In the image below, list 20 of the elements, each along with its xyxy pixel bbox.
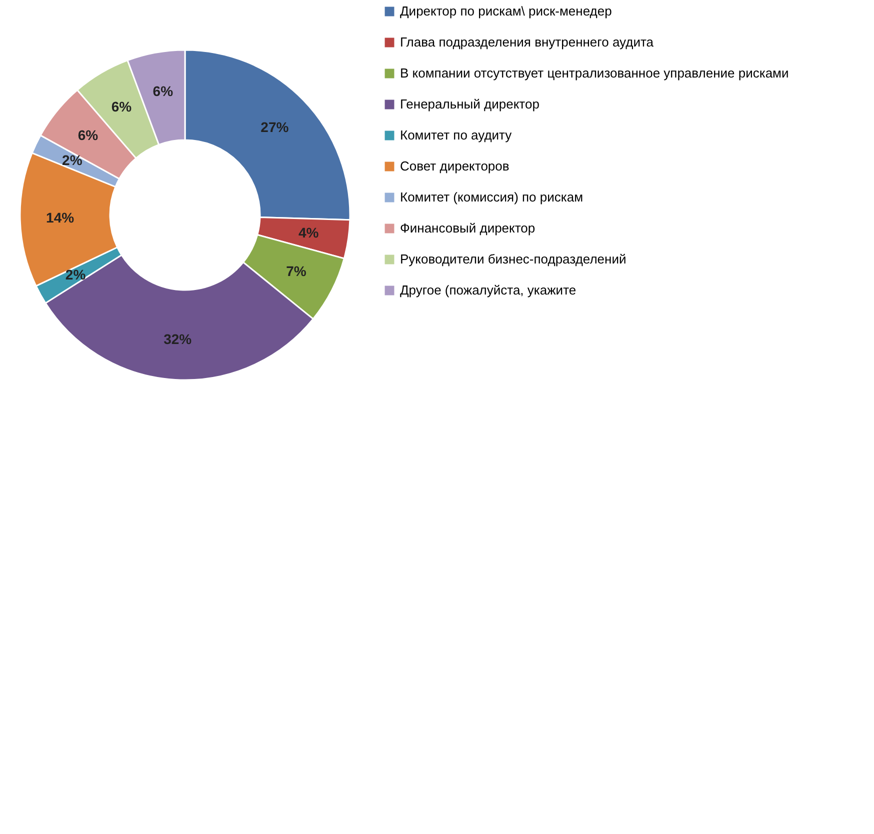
legend-label: Комитет (комиссия) по рискам bbox=[400, 190, 584, 204]
data-label: 7% bbox=[286, 263, 307, 280]
data-label: 6% bbox=[152, 82, 174, 99]
legend-label: Генеральный директор bbox=[400, 96, 540, 112]
legend-label: Совет директоров bbox=[400, 158, 510, 174]
data-label: 32% bbox=[164, 330, 192, 347]
legend-label: В компании отсутствует централизованное управление рисками bbox=[400, 66, 789, 80]
data-label: 14% bbox=[46, 210, 75, 226]
data-label: 27% bbox=[260, 118, 290, 135]
data-label: 4% bbox=[298, 224, 320, 240]
data-label: 6% bbox=[78, 127, 99, 144]
legend-label: Руководители бизнес-подразделений bbox=[400, 252, 626, 266]
legend-label: Финансовый директор bbox=[400, 220, 536, 236]
legend-label: Другое (пожалуйста, укажите bbox=[400, 282, 576, 298]
data-label: 2% bbox=[62, 152, 83, 168]
legend-label: Глава подразделения внутреннего аудита bbox=[400, 34, 654, 50]
legend-label: Директор по рискам\ риск-менедер bbox=[400, 4, 612, 18]
data-label: 6% bbox=[111, 98, 132, 114]
data-label: 2% bbox=[65, 266, 86, 282]
legend-label: Комитет по аудиту bbox=[400, 128, 512, 142]
